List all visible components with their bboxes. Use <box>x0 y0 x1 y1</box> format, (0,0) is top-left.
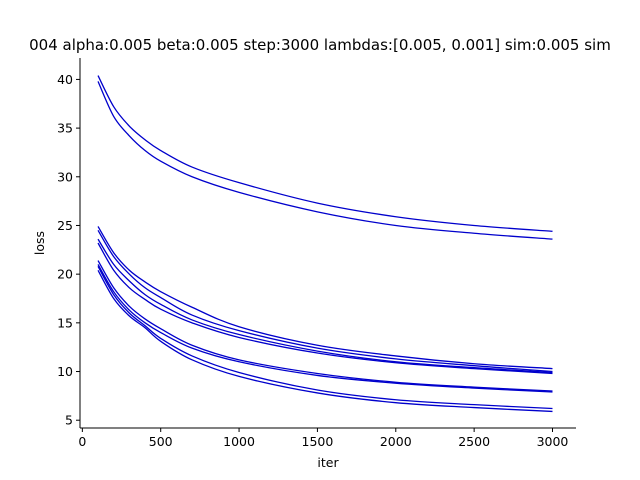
x-tick-label: 500 <box>149 434 173 449</box>
x-ticks: 0 500 1000 1500 2000 2500 3000 <box>78 428 568 449</box>
series-group <box>97 75 553 413</box>
series-line <box>97 230 553 373</box>
x-tick-label: 0 <box>78 434 86 449</box>
x-tick-label: 1500 <box>302 434 334 449</box>
x-tick-label: 2000 <box>380 434 412 449</box>
series-line <box>97 260 553 392</box>
series-line <box>97 75 553 232</box>
x-tick-label: 2500 <box>458 434 490 449</box>
x-axis-label: iter <box>317 455 339 470</box>
series-line <box>97 81 553 240</box>
series-line <box>97 226 553 370</box>
x-tick-label: 1000 <box>223 434 255 449</box>
series-line <box>97 269 553 413</box>
y-ticks: 5 10 15 20 25 30 35 40 <box>57 72 80 428</box>
y-tick-label: 30 <box>57 169 73 184</box>
y-axis-label: loss <box>32 231 47 255</box>
y-tick-label: 35 <box>57 121 73 136</box>
series-line <box>97 266 553 410</box>
y-tick-label: 10 <box>57 364 73 379</box>
series-line <box>97 264 553 393</box>
chart-title: 004 alpha:0.005 beta:0.005 step:3000 lam… <box>29 36 611 54</box>
series-line <box>97 242 553 375</box>
series-line <box>97 238 553 374</box>
x-tick-label: 3000 <box>537 434 569 449</box>
y-tick-label: 40 <box>57 72 73 87</box>
y-tick-label: 20 <box>57 267 73 282</box>
y-tick-label: 25 <box>57 218 73 233</box>
y-tick-label: 5 <box>65 413 73 428</box>
y-tick-label: 15 <box>57 315 73 330</box>
